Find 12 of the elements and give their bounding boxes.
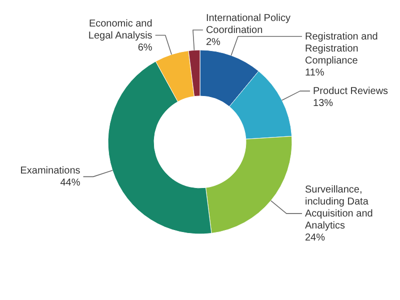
data-label: 24% <box>305 232 326 244</box>
slice-label: Examinations <box>20 166 80 177</box>
slice-label: Economic and Legal Analysis <box>88 18 152 42</box>
data-label: 2% <box>206 36 221 48</box>
slice-label: International Policy Coordination <box>206 12 290 36</box>
slice-label: Registration and Registration Compliance <box>305 31 378 66</box>
data-label: 13% <box>313 98 334 110</box>
slice-label: Surveillance, including Data Acquisition and Analytics <box>305 184 373 232</box>
data-label: 11% <box>305 67 324 78</box>
slice-label: Product Reviews <box>313 86 388 98</box>
data-label: 6% <box>138 42 152 54</box>
data-label: 44% <box>60 178 80 189</box>
